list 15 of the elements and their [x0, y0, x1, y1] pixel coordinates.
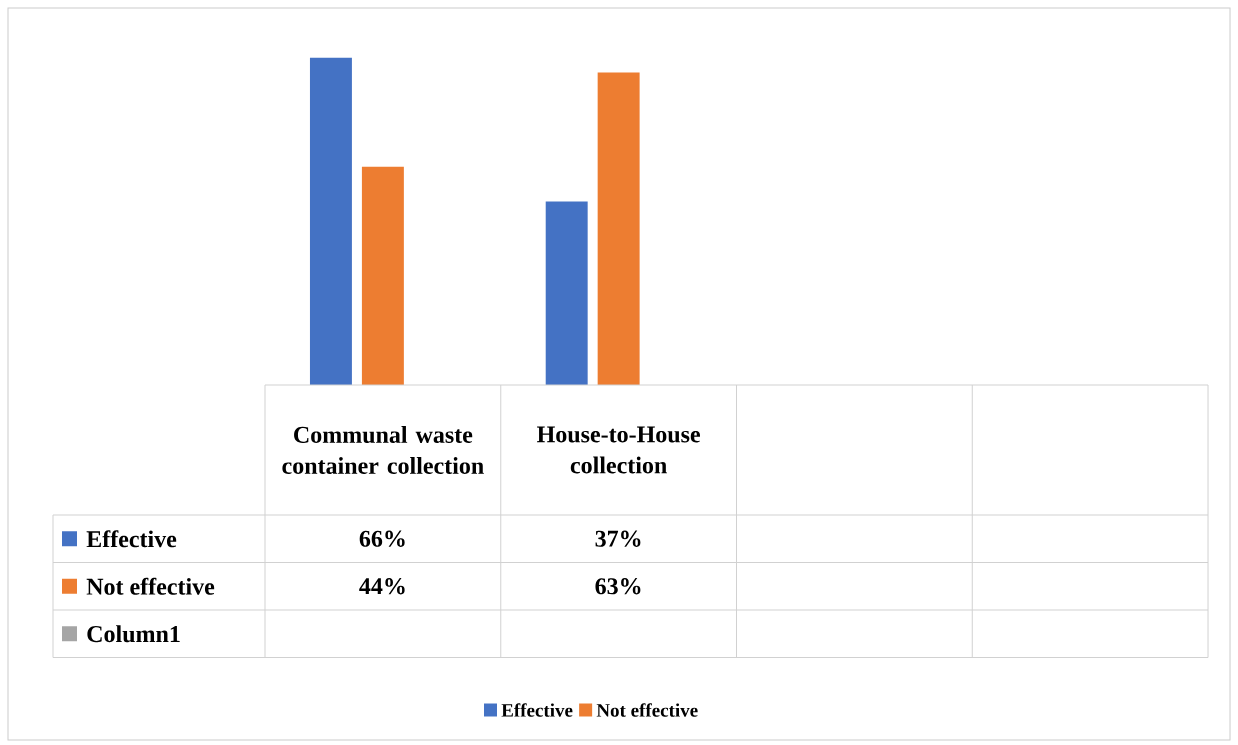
- text: Not effective: [596, 703, 698, 717]
- data-label: 66%: [359, 530, 405, 547]
- data-label: 37%: [595, 530, 641, 547]
- legend-label: Column1: [87, 625, 180, 643]
- data-label: 63%: [595, 578, 641, 595]
- x-tick-label: House-to-House collection: [537, 426, 700, 474]
- data-label: 44%: [359, 578, 405, 595]
- bar: [597, 72, 640, 385]
- bar: [309, 57, 352, 385]
- x-tick-label: Communal waste container collection: [282, 426, 484, 474]
- bar: [361, 166, 404, 385]
- text: Effective: [501, 703, 573, 717]
- legend-label: Effective: [86, 530, 177, 548]
- bar: [545, 201, 588, 385]
- legend-label: Not effective: [86, 577, 215, 595]
